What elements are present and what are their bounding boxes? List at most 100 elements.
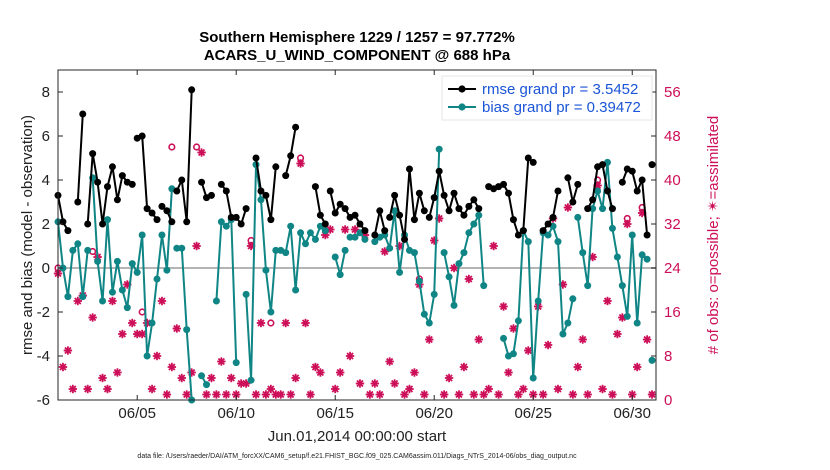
bias-point	[113, 257, 121, 265]
bias-point	[74, 240, 82, 248]
rmse-point	[183, 218, 191, 226]
rmse-point	[549, 213, 557, 221]
obs-assimilated-stroke	[277, 390, 285, 399]
obs-assimilated-marker	[162, 390, 172, 399]
bias-point	[579, 249, 587, 257]
obs-assimilated-marker	[538, 390, 548, 399]
bias-point	[292, 286, 300, 294]
y-tick-label-left: 0	[42, 260, 50, 277]
obs-assimilated-stroke	[252, 390, 260, 399]
bias-point	[643, 255, 651, 263]
rmse-point	[143, 205, 151, 213]
obs-assimilated-marker	[301, 318, 310, 328]
bias-point	[148, 319, 156, 327]
bias-point	[232, 359, 240, 367]
obs-assimilated-marker	[365, 390, 375, 399]
obs-assimilated-stroke	[227, 374, 235, 382]
obs-assimilated-stroke	[494, 390, 503, 399]
bias-point	[628, 231, 636, 239]
obs-assimilated-marker	[385, 357, 394, 366]
obs-assimilated-marker	[222, 390, 231, 399]
obs-assimilated-stroke	[163, 390, 171, 399]
obs-assimilated-marker	[632, 362, 642, 372]
obs-assimilated-marker	[524, 346, 533, 355]
rmse-point	[148, 209, 156, 217]
obs-assimilated-stroke	[603, 297, 612, 305]
obs-assimilated-stroke	[480, 390, 488, 399]
obs-assimilated-stroke	[306, 390, 315, 399]
obs-assimilated-stroke	[445, 374, 453, 382]
obs-assimilated-stroke	[470, 390, 478, 399]
rmse-point	[217, 180, 225, 188]
legend-bias-label: bias grand pr = 0.39472	[482, 99, 641, 116]
obs-assimilated-stroke	[336, 368, 344, 377]
obs-assimilated-stroke	[113, 368, 122, 377]
bias-point	[64, 293, 72, 301]
obs-assimilated-marker	[311, 362, 320, 372]
rmse-point	[420, 207, 428, 215]
obs-assimilated-marker	[256, 318, 266, 328]
obs-assimilated-marker	[261, 390, 271, 399]
bias-point	[480, 282, 488, 290]
bias-point	[198, 372, 206, 380]
rmse-point	[554, 187, 562, 195]
obs-assimilated-stroke	[341, 225, 349, 234]
rmse-point	[376, 207, 384, 215]
bias-point	[361, 235, 369, 243]
obs-assimilated-stroke	[391, 379, 399, 388]
obs-assimilated-stroke	[519, 385, 527, 393]
obs-assimilated-stroke	[608, 390, 617, 399]
obs-assimilated-marker	[147, 384, 157, 394]
legend-rmse-label: rmse grand pr = 3.5452	[482, 81, 638, 98]
obs-assimilated-stroke	[440, 390, 448, 399]
rmse-point	[158, 202, 166, 210]
rmse-line	[86, 153, 133, 225]
rmse-point	[589, 196, 597, 204]
obs-assimilated-marker	[405, 384, 414, 394]
obs-assimilated-stroke	[356, 379, 364, 388]
obs-assimilated-marker	[489, 241, 498, 251]
obs-possible-marker	[623, 214, 631, 223]
obs-assimilated-stroke	[148, 385, 156, 393]
obs-assimilated-marker	[276, 390, 285, 399]
rmse-point	[435, 167, 443, 175]
obs-assimilated-stroke	[247, 242, 255, 250]
bias-point	[163, 266, 171, 274]
y-tick-label-left: -4	[37, 348, 50, 365]
bias-point	[564, 319, 572, 327]
bias-point	[500, 334, 508, 342]
rmse-point	[242, 205, 250, 213]
bias-point	[79, 293, 87, 301]
obs-assimilated-stroke	[509, 324, 518, 333]
rmse-point	[445, 207, 453, 215]
obs-assimilated-marker	[608, 390, 617, 399]
bias-point	[267, 308, 275, 316]
y-tick-label-right: 0	[664, 392, 672, 409]
rmse-point	[371, 231, 379, 239]
obs-assimilated-marker	[345, 351, 355, 361]
bias-point	[336, 271, 344, 279]
rmse-point	[326, 187, 334, 195]
rmse-point	[648, 161, 656, 169]
obs-assimilated-stroke	[475, 335, 483, 344]
rmse-point	[529, 158, 537, 166]
rmse-point	[311, 183, 319, 191]
obs-assimilated-stroke	[455, 390, 463, 399]
obs-assimilated-marker	[543, 340, 553, 350]
obs-assimilated-marker	[251, 390, 261, 399]
bias-point	[544, 231, 552, 239]
obs-assimilated-marker	[410, 368, 419, 377]
x-tick-label: 06/05	[118, 405, 156, 422]
obs-assimilated-stroke	[69, 385, 77, 393]
obs-assimilated-marker	[613, 329, 622, 339]
bias-point	[559, 330, 567, 338]
obs-assimilated-stroke	[465, 275, 473, 283]
y-tick-label-right: 16	[664, 304, 681, 321]
obs-assimilated-stroke	[351, 225, 359, 234]
obs-assimilated-marker	[331, 384, 340, 394]
rmse-point	[222, 187, 230, 195]
x-tick-label: 06/15	[316, 405, 354, 422]
x-axis-label: Jun.01,2014 00:00:00 start	[268, 428, 447, 445]
obs-assimilated-stroke	[158, 297, 166, 305]
obs-assimilated-marker	[63, 346, 73, 355]
